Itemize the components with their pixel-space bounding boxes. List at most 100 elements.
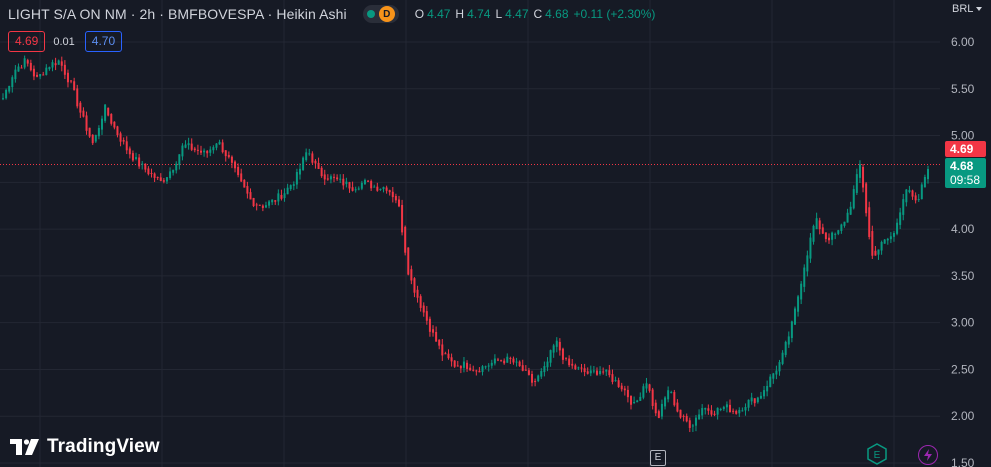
- candle-body: [481, 366, 484, 373]
- candle-body: [626, 389, 629, 398]
- candle-body: [404, 226, 407, 253]
- candle-body: [88, 127, 91, 137]
- candle: [401, 199, 404, 236]
- candle: [125, 136, 128, 155]
- candle-body: [688, 420, 691, 428]
- candle-body: [750, 397, 753, 402]
- candle: [892, 231, 895, 242]
- candle: [886, 237, 889, 245]
- symbol-title[interactable]: LIGHT S/A ON NM · 2h · BMFBOVESPA · Heik…: [8, 6, 347, 22]
- candle: [311, 151, 314, 165]
- candle-body: [886, 238, 889, 241]
- candle: [568, 355, 571, 368]
- candle-body: [899, 212, 902, 225]
- candle-body: [206, 150, 209, 154]
- earnings-event-marker[interactable]: E: [650, 450, 666, 466]
- y-tick-label: 5.00: [951, 129, 975, 143]
- candle-body: [673, 392, 676, 406]
- buy-button[interactable]: 4.70: [84, 31, 123, 52]
- market-status[interactable]: D: [362, 5, 399, 23]
- candle: [14, 65, 17, 83]
- candle: [57, 59, 60, 65]
- candle: [704, 407, 707, 415]
- candle-body: [212, 147, 215, 151]
- candle-body: [769, 376, 772, 388]
- candle-body: [735, 411, 738, 414]
- candle-body: [778, 362, 781, 372]
- candle-body: [531, 373, 534, 383]
- candle-body: [258, 204, 261, 206]
- candle-body: [667, 390, 670, 400]
- candle: [599, 366, 602, 376]
- candle: [76, 84, 79, 109]
- candle: [883, 239, 886, 244]
- candle: [694, 414, 697, 432]
- candle-body: [354, 189, 357, 191]
- candle: [630, 395, 633, 410]
- candle: [144, 163, 147, 173]
- candle-body: [871, 231, 874, 256]
- candle: [113, 121, 116, 130]
- candle-body: [428, 318, 431, 332]
- candle-body: [357, 188, 360, 190]
- currency-selector[interactable]: BRL: [952, 3, 983, 15]
- candle: [196, 144, 199, 155]
- candle-body: [116, 126, 119, 136]
- candle-body: [60, 61, 63, 66]
- candle-body: [162, 180, 165, 182]
- candle-body: [144, 163, 147, 170]
- candle-body: [336, 177, 339, 180]
- candle: [292, 181, 295, 191]
- candle: [428, 316, 431, 337]
- chevron-down-icon: [976, 7, 983, 11]
- market-open-dot-icon: [366, 10, 375, 18]
- candle-body: [602, 371, 605, 373]
- candle-body: [172, 169, 175, 173]
- candle: [487, 363, 490, 372]
- candle: [150, 168, 153, 178]
- y-tick-label: 5.50: [951, 82, 975, 96]
- candle-body: [698, 414, 701, 420]
- candle: [94, 134, 97, 143]
- candle-body: [710, 410, 713, 415]
- candle: [8, 85, 11, 94]
- earnings-event-icon[interactable]: E: [866, 443, 888, 465]
- candle: [756, 396, 759, 404]
- candle: [379, 188, 382, 191]
- tradingview-logo[interactable]: TradingView: [10, 436, 160, 458]
- candle-body: [493, 358, 496, 364]
- candle-body: [274, 200, 277, 202]
- candle-body: [240, 173, 243, 182]
- candle: [206, 149, 209, 158]
- candle-body: [729, 404, 732, 413]
- candle-body: [809, 237, 812, 259]
- candle-body: [605, 369, 608, 372]
- candle: [846, 208, 849, 223]
- candle: [927, 165, 929, 184]
- candle-body: [125, 141, 128, 151]
- dividend-event-marker[interactable]: [918, 445, 938, 465]
- candle: [314, 159, 317, 169]
- candle: [70, 80, 73, 84]
- sell-button[interactable]: 4.69: [8, 31, 46, 52]
- candle: [298, 163, 301, 180]
- candle-body: [5, 89, 8, 99]
- candle: [642, 383, 645, 400]
- candle-body: [534, 380, 537, 382]
- price-axis[interactable]: 6.005.505.004.504.003.503.002.502.001.50: [951, 35, 975, 467]
- candle-body: [466, 362, 469, 369]
- candle-body: [317, 162, 320, 170]
- delayed-data-badge[interactable]: D: [378, 6, 395, 22]
- candle-body: [914, 195, 917, 201]
- candle: [670, 390, 673, 394]
- candle: [246, 181, 249, 199]
- candle-body: [902, 199, 905, 215]
- candle: [342, 174, 345, 190]
- candle: [645, 377, 648, 393]
- candle: [128, 146, 131, 159]
- candle-body: [351, 187, 354, 191]
- candle: [868, 201, 871, 240]
- candle-body: [413, 278, 416, 293]
- candle: [261, 204, 264, 212]
